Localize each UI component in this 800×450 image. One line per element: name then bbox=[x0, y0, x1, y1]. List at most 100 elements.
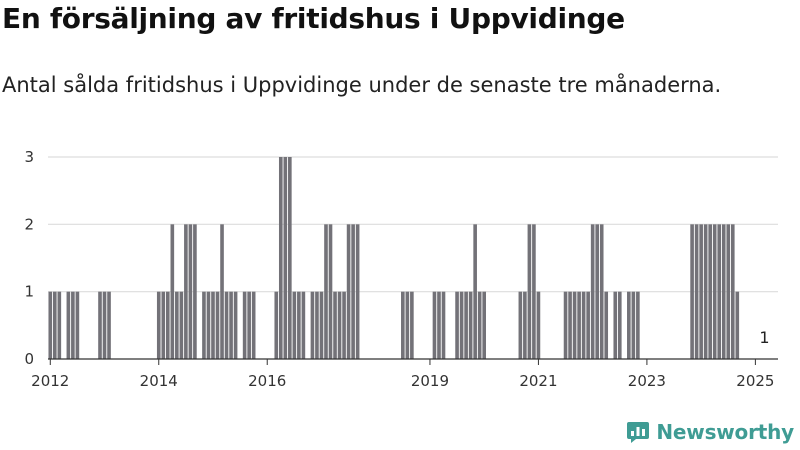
bar bbox=[165, 291, 170, 359]
bar bbox=[337, 291, 342, 359]
bar bbox=[278, 157, 283, 359]
bar bbox=[464, 291, 468, 359]
bar bbox=[315, 291, 319, 359]
bar bbox=[627, 291, 631, 359]
bar bbox=[283, 157, 288, 359]
y-axis-ticks: 0 1 2 3 bbox=[24, 148, 34, 368]
bar bbox=[184, 224, 188, 359]
bar bbox=[328, 224, 333, 359]
bar-chart: 0 1 2 3 2012 2014 2016 2019 2021 2023 2025 1 bbox=[24, 148, 778, 390]
bar bbox=[220, 224, 224, 359]
bar bbox=[324, 224, 328, 359]
x-tick-label: 2014 bbox=[140, 372, 178, 390]
bar bbox=[595, 224, 599, 359]
x-tick-label: 2025 bbox=[736, 372, 774, 390]
y-tick-label: 0 bbox=[24, 350, 34, 368]
bar bbox=[455, 291, 459, 359]
bars bbox=[48, 157, 740, 359]
chart-title: En försäljning av fritidshus i Uppviding… bbox=[2, 2, 625, 35]
gridlines bbox=[48, 156, 778, 293]
y-tick-label: 2 bbox=[24, 215, 34, 233]
bar bbox=[274, 291, 279, 359]
bar bbox=[703, 224, 708, 359]
bar bbox=[563, 291, 568, 359]
bar bbox=[242, 291, 247, 359]
bar bbox=[52, 291, 57, 359]
bar bbox=[581, 291, 586, 359]
bar bbox=[518, 291, 523, 359]
bar bbox=[310, 291, 315, 359]
bar bbox=[441, 291, 446, 359]
bar bbox=[202, 291, 206, 359]
bar bbox=[568, 291, 572, 359]
bar bbox=[211, 291, 215, 359]
bar bbox=[410, 291, 414, 359]
newsworthy-logo-icon bbox=[627, 422, 650, 443]
bar bbox=[161, 291, 166, 359]
bar bbox=[712, 224, 717, 359]
bar bbox=[206, 291, 211, 359]
bar bbox=[636, 291, 640, 359]
chart-subtitle: Antal sålda fritidshus i Uppvidinge unde… bbox=[2, 73, 722, 97]
bar bbox=[193, 224, 197, 359]
bar bbox=[437, 291, 441, 359]
bar bbox=[179, 291, 184, 359]
bar bbox=[586, 291, 590, 359]
bar bbox=[319, 291, 324, 359]
bar bbox=[590, 224, 595, 359]
bar bbox=[690, 224, 694, 359]
bar bbox=[57, 291, 62, 359]
bar bbox=[527, 224, 532, 359]
bar bbox=[66, 291, 71, 359]
bar bbox=[572, 291, 577, 359]
bar bbox=[107, 291, 111, 359]
bar bbox=[48, 291, 53, 359]
x-tick-label: 2021 bbox=[519, 372, 557, 390]
bar bbox=[401, 291, 405, 359]
x-tick-label: 2023 bbox=[628, 372, 666, 390]
bar bbox=[599, 224, 604, 359]
bar bbox=[735, 291, 740, 359]
bar bbox=[617, 291, 622, 359]
bar bbox=[577, 291, 581, 359]
bar bbox=[536, 291, 541, 359]
bar bbox=[188, 224, 193, 359]
bar bbox=[355, 224, 360, 359]
x-tick-label: 2019 bbox=[411, 372, 449, 390]
bar bbox=[98, 291, 102, 359]
y-tick-label: 1 bbox=[24, 283, 34, 301]
data-labels: 1 bbox=[759, 328, 769, 347]
bar bbox=[333, 291, 337, 359]
bar bbox=[224, 291, 229, 359]
bar bbox=[523, 291, 527, 359]
x-tick-label: 2016 bbox=[248, 372, 286, 390]
bar bbox=[717, 224, 722, 359]
bar bbox=[730, 224, 735, 359]
bar bbox=[346, 224, 351, 359]
bar bbox=[251, 291, 256, 359]
bar bbox=[473, 224, 477, 359]
bar bbox=[102, 291, 107, 359]
bar bbox=[342, 291, 346, 359]
bar bbox=[477, 291, 482, 359]
bar bbox=[532, 224, 536, 359]
bar bbox=[292, 291, 297, 359]
brand-logo: Newsworthy bbox=[626, 420, 794, 444]
bar bbox=[301, 291, 306, 359]
bar bbox=[170, 224, 175, 359]
bar bbox=[459, 291, 464, 359]
bar bbox=[405, 291, 410, 359]
bar bbox=[432, 291, 437, 359]
bar bbox=[468, 291, 473, 359]
brand-name: Newsworthy bbox=[656, 420, 794, 444]
bar bbox=[233, 291, 238, 359]
bar bbox=[613, 291, 618, 359]
bar bbox=[721, 224, 726, 359]
y-tick-label: 3 bbox=[24, 148, 34, 166]
bar bbox=[288, 157, 292, 359]
x-tick-label: 2012 bbox=[31, 372, 69, 390]
bar bbox=[631, 291, 636, 359]
bar bbox=[708, 224, 712, 359]
bar bbox=[297, 291, 301, 359]
bar bbox=[351, 224, 355, 359]
